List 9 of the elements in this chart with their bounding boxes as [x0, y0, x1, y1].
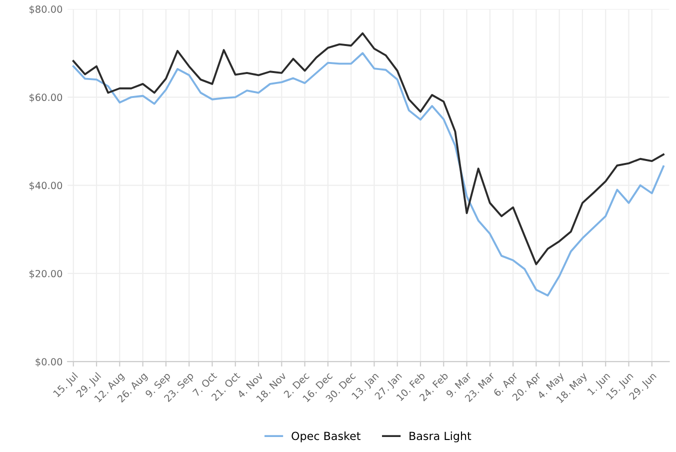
legend-label: Basra Light — [410, 432, 472, 442]
y-tick-label: $20.00 — [30, 270, 62, 279]
y-tick-label: $80.00 — [30, 5, 62, 14]
y-tick-label: $60.00 — [30, 93, 62, 102]
y-tick-label: $0.00 — [36, 358, 62, 367]
line-series — [72, 52, 664, 296]
line-series — [72, 32, 664, 266]
legend-label: Opec Basket — [292, 432, 360, 442]
y-tick-label: $40.00 — [30, 182, 62, 190]
